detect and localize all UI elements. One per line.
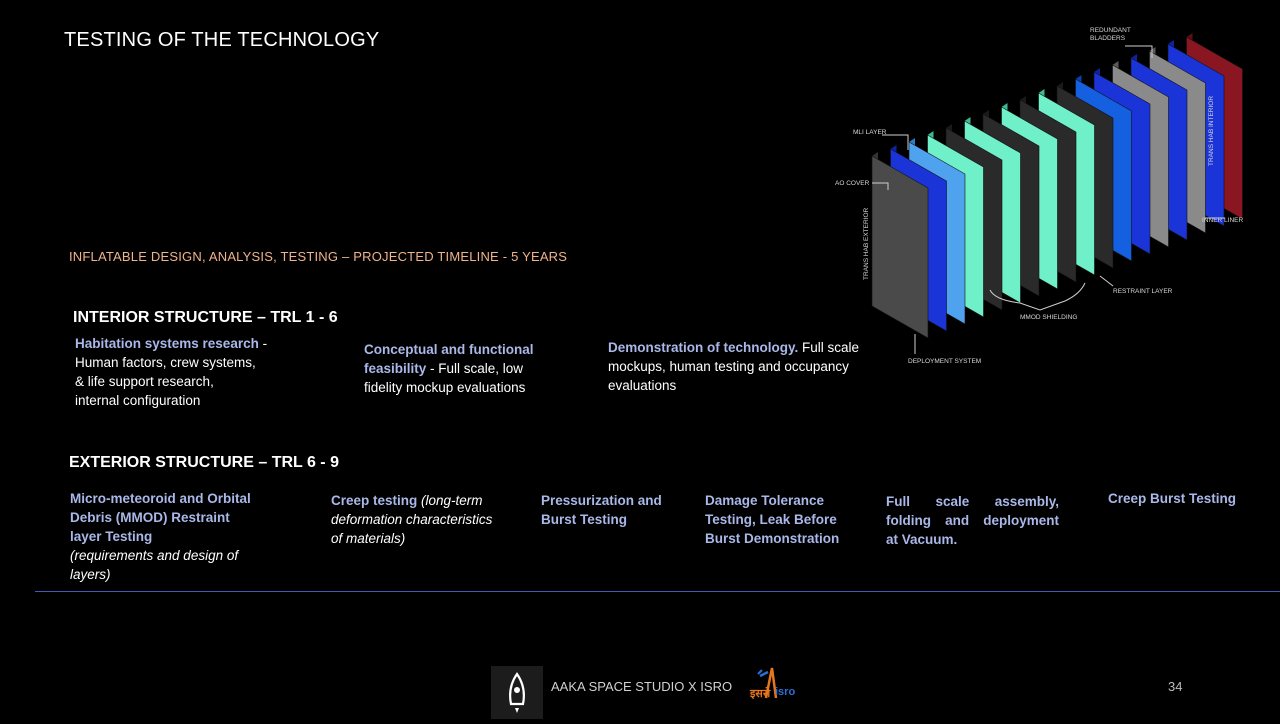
label-ao: AO COVER	[835, 180, 870, 187]
exterior-item-creep-burst: Creep Burst Testing	[1108, 489, 1258, 508]
item-line: Full scale	[798, 340, 860, 355]
item-title: Pressurization and	[541, 493, 662, 508]
page-number: 34	[1168, 679, 1183, 694]
item-title: Debris (MMOD) Restraint	[70, 510, 230, 525]
label-bladders-1: REDUNDANT	[1090, 27, 1131, 34]
item-line: & life support research,	[75, 374, 214, 389]
isro-logo: इसरो isro	[746, 664, 802, 708]
item-line: Human factors, crew systems,	[75, 355, 256, 370]
label-interior: TRANS HAB INTERIOR	[1208, 96, 1215, 166]
item-title: at Vacuum.	[886, 532, 958, 547]
interior-heading: INTERIOR STRUCTURE – TRL 1 - 6	[73, 309, 338, 326]
item-title: Habitation systems research	[75, 336, 259, 351]
item-title: Creep testing	[331, 493, 418, 508]
item-title: folding and deployment	[886, 513, 1059, 528]
item-title: Burst Testing	[541, 512, 628, 527]
layer-panel	[871, 155, 929, 339]
item-note: of materials)	[331, 531, 406, 546]
exterior-item-damage-tolerance: Damage Tolerance Testing, Leak Before Bu…	[705, 491, 865, 548]
exterior-item-assembly: Full scale assembly, folding and deploym…	[886, 492, 1059, 549]
interior-item-demonstration: Demonstration of technology. Full scale …	[608, 338, 883, 395]
item-title: Full scale assembly,	[886, 494, 1059, 509]
divider-line	[35, 591, 1280, 592]
isro-hindi-text: इसरो	[750, 688, 771, 700]
exterior-item-mmod: Micro-meteoroid and Orbital Debris (MMOD…	[70, 489, 285, 584]
label-exterior: TRANS HAB EXTERIOR	[863, 207, 870, 280]
item-note: (requirements and design of	[70, 548, 239, 563]
interior-item-feasibility: Conceptual and functional feasibility - …	[364, 340, 564, 397]
item-note: layers)	[70, 567, 111, 582]
label-inner-liner: INNER LINER	[1202, 217, 1243, 224]
item-note: deformation characteristics	[331, 512, 493, 527]
label-mmod: MMOD SHIELDING	[1020, 314, 1077, 321]
studio-logo	[491, 666, 543, 719]
item-title: Creep Burst Testing	[1108, 491, 1237, 506]
item-title: Demonstration of technology.	[608, 340, 799, 355]
slide-title: TESTING OF THE TECHNOLOGY	[64, 29, 380, 51]
item-title: Damage Tolerance	[705, 493, 825, 508]
layer-panels	[871, 33, 1243, 339]
footer-text: AAKA SPACE STUDIO X ISRO	[551, 679, 733, 694]
item-title: Micro-meteoroid and Orbital	[70, 491, 251, 506]
item-title: layer Testing	[70, 529, 153, 544]
isro-rocket-icon	[757, 667, 778, 699]
item-line: evaluations	[608, 378, 677, 393]
item-line: mockups, human testing and occupancy	[608, 359, 849, 374]
item-line: Full scale, low	[438, 361, 524, 376]
label-deployment: DEPLOYMENT SYSTEM	[908, 358, 981, 365]
item-line: fidelity mockup evaluations	[364, 380, 526, 395]
rocket-icon	[509, 672, 525, 713]
item-line: internal configuration	[75, 393, 201, 408]
item-separator: -	[258, 336, 268, 351]
item-title: feasibility	[364, 361, 427, 376]
exterior-item-creep: Creep testing (long-term deformation cha…	[331, 491, 526, 548]
timeline-text: INFLATABLE DESIGN, ANALYSIS, TESTING – P…	[69, 249, 568, 264]
label-bladders-2: BLADDERS	[1090, 35, 1126, 42]
leader-lines	[872, 45, 1225, 354]
item-separator: -	[426, 361, 439, 376]
item-title: Testing, Leak Before	[705, 512, 837, 527]
item-title: Conceptual and functional	[364, 342, 534, 357]
exterior-item-pressurization: Pressurization and Burst Testing	[541, 491, 691, 529]
exterior-heading: EXTERIOR STRUCTURE – TRL 6 - 9	[69, 454, 339, 471]
interior-item-habitation: Habitation systems research - Human fact…	[75, 334, 290, 410]
isro-text: isro	[775, 686, 796, 698]
label-mli: MLI LAYER	[853, 129, 887, 136]
label-restraint: RESTRAINT LAYER	[1113, 288, 1173, 295]
item-note: (long-term	[417, 493, 483, 508]
item-title: Burst Demonstration	[705, 531, 840, 546]
transhab-layer-diagram: REDUNDANT BLADDERS TRANS HAB INTERIOR IN…	[835, 27, 1243, 365]
